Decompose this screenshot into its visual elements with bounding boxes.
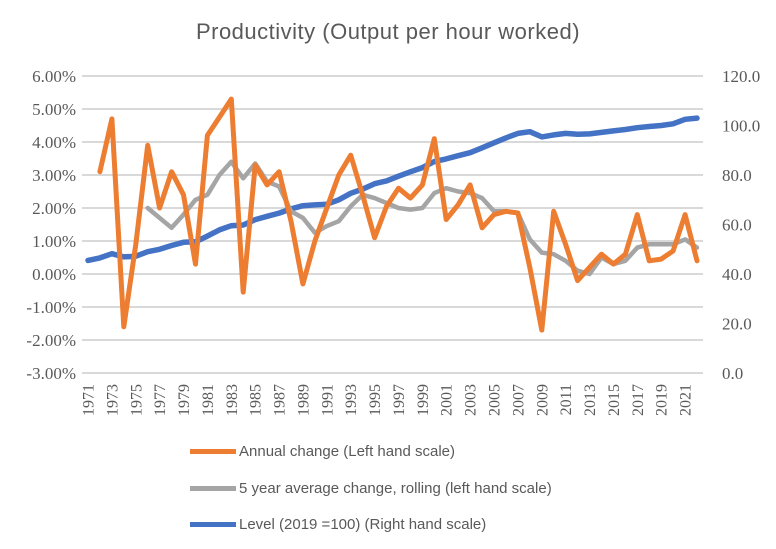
x-axis-label: 1999 (415, 384, 432, 416)
legend: Annual change (Left hand scale) 5 year a… (190, 443, 610, 549)
x-axis-label: 1971 (81, 384, 98, 416)
y-axis-label-right: 60.0 (722, 216, 752, 235)
x-axis-label: 2015 (606, 384, 623, 416)
x-axis-label: 1979 (176, 384, 193, 416)
x-axis-label: 2009 (534, 384, 551, 416)
y-axis-label-right: 100.0 (722, 117, 760, 136)
y-axis-label-right: 0.0 (722, 364, 743, 383)
y-axis-label-left: 2.00% (32, 199, 76, 218)
chart-title: Productivity (Output per hour worked) (195, 19, 581, 44)
x-axis-label: 1991 (319, 384, 336, 416)
x-axis-label: 2021 (678, 384, 695, 416)
x-axis-label: 2013 (582, 384, 599, 416)
series-line-annual_change (97, 96, 700, 333)
y-axis-label-left: 6.00% (32, 67, 76, 86)
y-axis-label-left: 0.00% (32, 265, 76, 284)
legend-label-level: Level (2019 =100) (Right hand scale) (239, 516, 487, 533)
x-axis-label: 1983 (224, 384, 241, 416)
y-axis-label-left: 3.00% (32, 166, 76, 185)
legend-label-rolling-average: 5 year average change, rolling (left han… (239, 479, 552, 497)
y-axis-label-left: 1.00% (32, 232, 76, 251)
legend-item-rolling-average: 5 year average change, rolling (left han… (190, 480, 610, 497)
legend-swatch-rolling-average (190, 485, 236, 491)
y-axis-label-right: 120.0 (722, 67, 760, 86)
x-axis-label: 1975 (128, 384, 145, 416)
x-axis-label: 1995 (367, 384, 384, 416)
x-axis-label: 2005 (487, 384, 504, 416)
x-axis-label: 2017 (630, 384, 647, 416)
x-axis-label: 1997 (391, 384, 408, 416)
y-axis-label-left: -1.00% (26, 298, 76, 317)
y-axis-label-left: -3.00% (26, 364, 76, 383)
y-axis-label-right: 20.0 (722, 315, 752, 334)
x-axis-label: 2001 (439, 384, 456, 416)
legend-item-annual-change: Annual change (Left hand scale) (190, 443, 610, 460)
x-axis-label: 1985 (248, 384, 265, 416)
x-axis-label: 2007 (510, 384, 527, 416)
legend-item-level: Level (2019 =100) (Right hand scale) (190, 516, 610, 533)
legend-label-annual-change: Annual change (Left hand scale) (239, 443, 455, 460)
x-axis-label: 1989 (295, 384, 312, 416)
y-axis-label-right: 80.0 (722, 166, 752, 185)
y-axis-label-left: 4.00% (32, 133, 76, 152)
x-axis-label: 2003 (463, 384, 480, 416)
y-axis-label-right: 40.0 (722, 265, 752, 284)
x-axis-label: 2011 (558, 384, 575, 415)
x-axis-label: 1981 (200, 384, 217, 416)
y-axis-label-left: -2.00% (26, 331, 76, 350)
y-axis-label-left: 5.00% (32, 100, 76, 119)
x-axis-label: 1993 (343, 384, 360, 416)
legend-swatch-annual-change (190, 449, 236, 454)
x-axis-label: 1987 (272, 384, 289, 416)
x-axis-label: 1973 (104, 384, 121, 416)
x-axis-label: 1977 (152, 384, 169, 416)
x-axis-label: 2019 (654, 384, 671, 416)
legend-swatch-level (190, 522, 236, 527)
